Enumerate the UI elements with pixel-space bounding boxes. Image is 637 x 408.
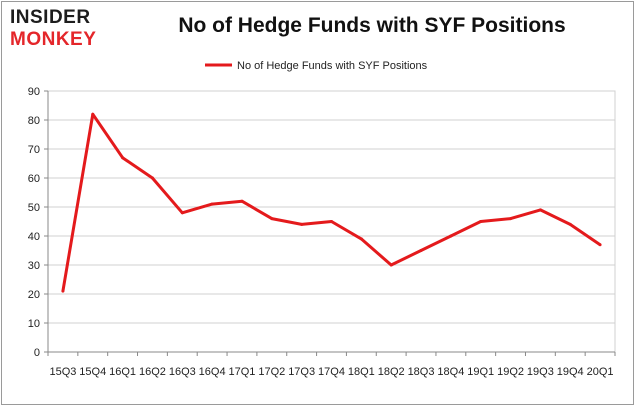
legend-label: No of Hedge Funds with SYF Positions [237,60,428,72]
logo-top-text: INSIDER [10,7,91,28]
data-point [210,202,214,206]
x-tick-label: 20Q1 [587,366,614,378]
data-point [568,222,572,226]
x-tick-label: 18Q2 [378,366,405,378]
data-point [91,112,95,116]
data-point [419,249,423,252]
y-tick-label: 30 [28,260,40,272]
x-tick-label: 16Q2 [139,366,166,378]
x-tick-label: 16Q3 [169,366,196,378]
x-tick-label: 18Q3 [408,366,435,378]
x-tick-label: 17Q2 [258,366,285,378]
data-point [598,243,602,247]
x-tick-label: 19Q1 [467,366,494,378]
data-point [509,217,513,221]
data-point [240,199,244,203]
y-tick-label: 10 [28,318,40,330]
data-point [389,263,393,267]
data-point [121,156,125,160]
data-point [300,222,304,226]
x-tick-label: 18Q1 [348,366,375,378]
data-point [61,289,65,293]
x-tick-label: 18Q4 [437,366,464,378]
legend: No of Hedge Funds with SYF Positions [205,60,428,72]
x-tick-label: 17Q4 [318,366,345,378]
y-tick-label: 90 [28,86,40,98]
y-tick-label: 0 [34,347,40,359]
data-point [479,220,483,223]
data-point [330,220,333,223]
x-tick-label: 15Q3 [49,366,76,378]
x-tick-label: 17Q3 [288,366,315,378]
y-tick-label: 50 [28,202,40,214]
logo-bottom-text: MONKEY [10,29,97,50]
x-tick-label: 19Q3 [527,366,554,378]
y-tick-label: 70 [28,144,40,156]
x-tick-label: 15Q4 [79,366,106,378]
data-point [359,237,363,241]
data-point [449,234,453,238]
y-tick-label: 20 [28,289,40,301]
x-tick-label: 19Q2 [497,366,524,378]
x-tick-label: 16Q4 [199,366,226,378]
y-tick-label: 60 [28,173,40,185]
chart-title: No of Hedge Funds with SYF Positions [178,14,566,37]
data-point [538,208,542,212]
y-tick-label: 80 [28,115,40,127]
x-tick-label: 17Q1 [229,366,256,378]
y-tick-label: 40 [28,231,40,243]
x-tick-label: 19Q4 [557,366,584,378]
data-point [270,217,274,221]
data-point [180,211,184,215]
insider-monkey-logo: INSIDER MONKEY [10,4,122,52]
x-tick-label: 16Q1 [109,366,136,378]
data-point [150,176,154,180]
series-layer [61,112,602,293]
